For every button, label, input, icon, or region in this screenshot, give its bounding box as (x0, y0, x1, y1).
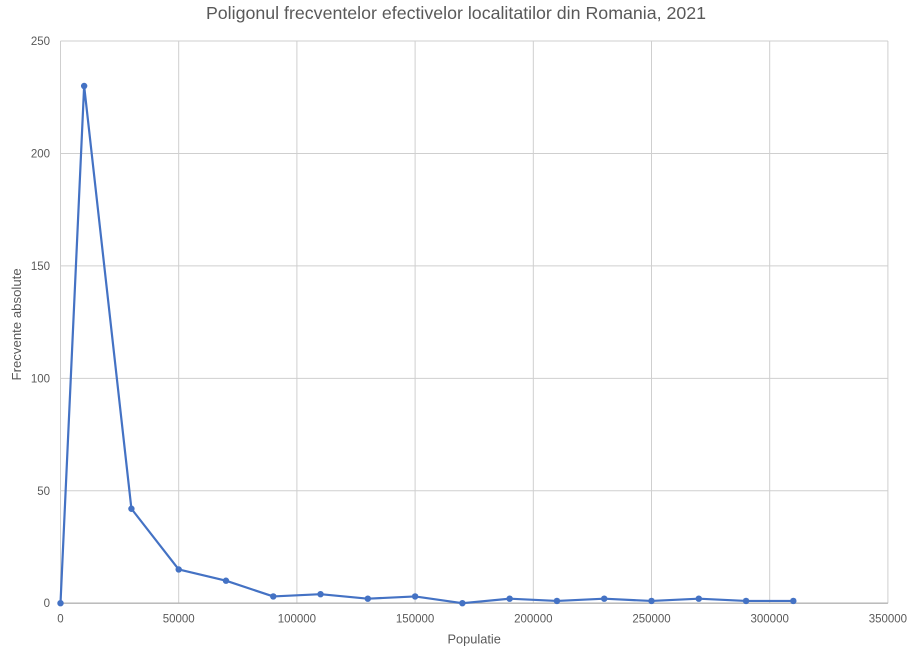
svg-text:Poligonul frecventelor efectiv: Poligonul frecventelor efectivelor local… (206, 3, 706, 23)
svg-text:200000: 200000 (514, 614, 552, 626)
svg-text:150: 150 (31, 261, 50, 273)
svg-text:Populatie: Populatie (448, 632, 501, 647)
svg-text:0: 0 (44, 598, 50, 610)
svg-text:350000: 350000 (869, 614, 907, 626)
svg-text:0: 0 (57, 614, 63, 626)
svg-text:50: 50 (37, 486, 50, 498)
svg-text:150000: 150000 (396, 614, 434, 626)
svg-text:50000: 50000 (163, 614, 195, 626)
svg-text:100: 100 (31, 373, 50, 385)
svg-text:100000: 100000 (278, 614, 316, 626)
svg-text:Frecvente absolute: Frecvente absolute (9, 268, 24, 380)
svg-text:300000: 300000 (751, 614, 789, 626)
svg-text:250000: 250000 (632, 614, 670, 626)
svg-text:200: 200 (31, 148, 50, 160)
svg-text:250: 250 (31, 36, 50, 48)
